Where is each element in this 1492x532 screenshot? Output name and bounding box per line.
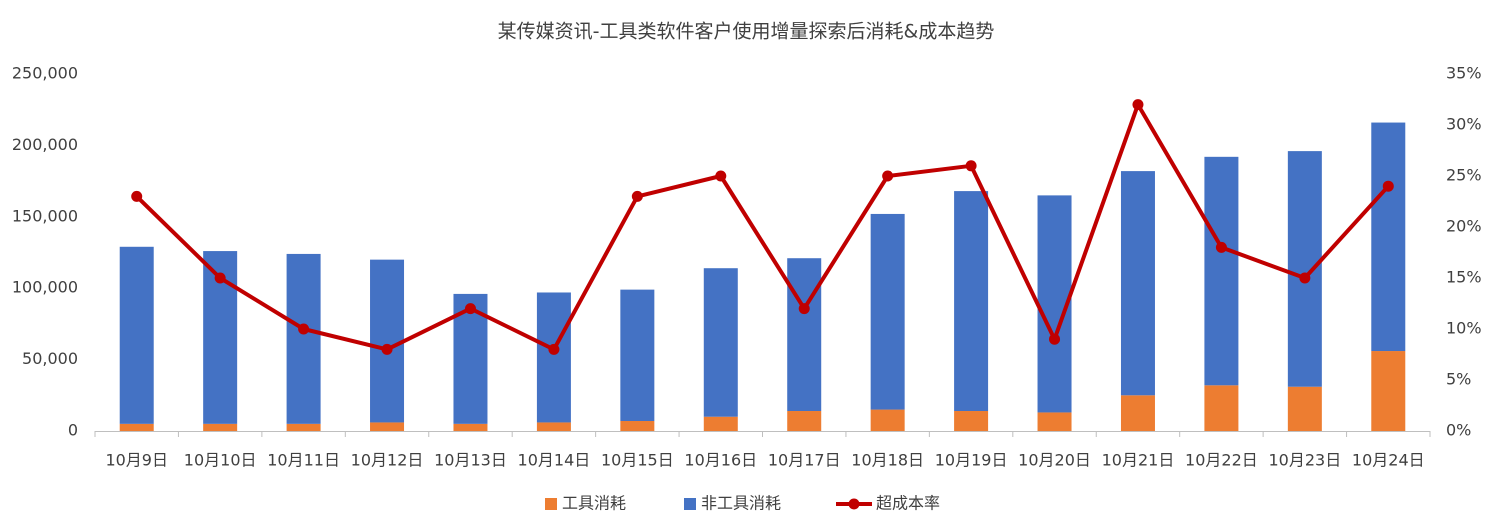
y-tick-label: 0 <box>68 421 78 440</box>
bar <box>1120 395 1155 431</box>
line-marker <box>1132 99 1144 111</box>
y2-tick-label: 0% <box>1446 421 1471 440</box>
legend-label: 非工具消耗 <box>701 494 781 513</box>
x-tick-label: 10月19日 <box>935 451 1008 470</box>
line-marker <box>381 343 393 355</box>
y2-tick-label: 35% <box>1446 64 1482 83</box>
bar <box>1287 151 1322 387</box>
x-tick-label: 10月12日 <box>351 451 424 470</box>
y-tick-label: 50,000 <box>22 349 78 368</box>
line-marker <box>298 323 310 335</box>
bar <box>370 422 405 431</box>
bar <box>620 289 655 422</box>
y2-tick-label: 15% <box>1446 268 1482 287</box>
y-tick-label: 250,000 <box>12 64 78 83</box>
bar <box>954 411 989 431</box>
line-marker <box>965 160 977 172</box>
bar <box>119 423 154 431</box>
legend-swatch <box>684 498 696 510</box>
legend-label: 超成本率 <box>876 494 940 513</box>
x-tick-label: 10月10日 <box>184 451 257 470</box>
bar <box>787 411 822 431</box>
line-marker <box>882 170 894 182</box>
bar <box>1371 122 1406 352</box>
bar <box>286 423 321 431</box>
bar <box>536 292 571 423</box>
x-tick-label: 10月17日 <box>768 451 841 470</box>
x-tick-label: 10月16日 <box>684 451 757 470</box>
bar <box>620 421 655 431</box>
bar <box>203 423 238 431</box>
legend-label: 工具消耗 <box>562 494 626 513</box>
bar <box>453 423 488 431</box>
x-tick-label: 10月21日 <box>1102 451 1175 470</box>
y-tick-label: 100,000 <box>12 278 78 297</box>
line-marker <box>214 272 226 284</box>
chart-title: 某传媒资讯-工具类软件客户使用增量探索后消耗&成本趋势 <box>498 21 995 43</box>
x-tick-label: 10月20日 <box>1018 451 1091 470</box>
y2-tick-label: 20% <box>1446 217 1482 236</box>
x-tick-label: 10月14日 <box>518 451 591 470</box>
bar <box>1204 156 1239 386</box>
y2-tick-label: 10% <box>1446 319 1482 338</box>
bar <box>870 409 905 431</box>
y2-tick-label: 5% <box>1446 370 1471 389</box>
bar <box>1371 351 1406 431</box>
x-tick-label: 10月22日 <box>1185 451 1258 470</box>
bar <box>954 191 989 412</box>
y2-tick-label: 25% <box>1446 166 1482 185</box>
bar <box>536 422 571 431</box>
y-tick-label: 200,000 <box>12 135 78 154</box>
bar <box>119 246 154 424</box>
bar <box>1287 386 1322 431</box>
line-marker <box>798 303 810 315</box>
legend-swatch <box>545 498 557 510</box>
line-marker <box>1049 333 1061 345</box>
bar <box>1037 412 1072 431</box>
bar <box>286 253 321 424</box>
bar <box>703 416 738 431</box>
y2-tick-label: 30% <box>1446 115 1482 134</box>
bar <box>1120 171 1155 396</box>
x-tick-label: 10月24日 <box>1352 451 1425 470</box>
legend-marker <box>848 498 860 510</box>
x-tick-label: 10月9日 <box>105 451 168 470</box>
bar <box>870 213 905 410</box>
line-marker <box>548 343 560 355</box>
line-marker <box>464 303 476 315</box>
line-marker <box>1215 241 1227 253</box>
x-tick-label: 10月23日 <box>1268 451 1341 470</box>
line-marker <box>715 170 727 182</box>
line-marker <box>631 190 643 202</box>
line-marker <box>1299 272 1311 284</box>
x-tick-label: 10月15日 <box>601 451 674 470</box>
bar <box>370 259 405 423</box>
line <box>135 102 1390 352</box>
x-tick-label: 10月13日 <box>434 451 507 470</box>
y-tick-label: 150,000 <box>12 206 78 225</box>
bar <box>787 258 822 412</box>
x-tick-label: 10月11日 <box>267 451 340 470</box>
bar <box>703 268 738 417</box>
line-marker <box>131 190 143 202</box>
x-tick-label: 10月18日 <box>851 451 924 470</box>
bar <box>1204 385 1239 431</box>
line-marker <box>1382 180 1394 192</box>
